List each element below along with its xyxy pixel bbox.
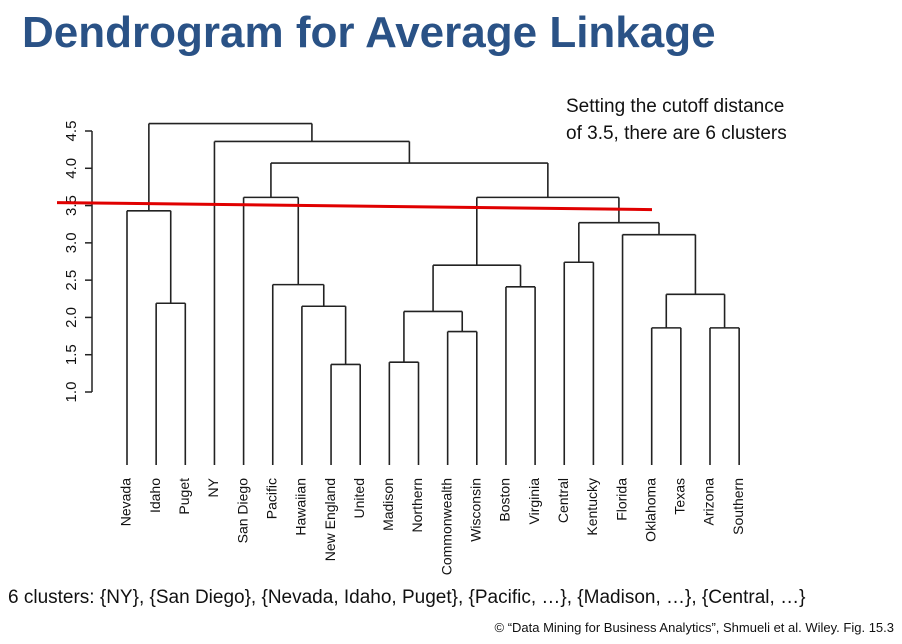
leaf-label: Puget — [176, 478, 192, 515]
leaf-label: Boston — [497, 478, 513, 522]
y-tick-label: 2.0 — [63, 307, 80, 328]
leaf-label: Oklahoma — [642, 478, 658, 542]
leaf-label: Northern — [409, 478, 425, 532]
leaf-label: Madison — [380, 478, 396, 531]
leaf-label: Kentucky — [584, 478, 600, 536]
leaf-label: San Diego — [234, 478, 250, 544]
y-tick-label: 4.0 — [63, 158, 80, 179]
leaf-label: Southern — [730, 478, 746, 535]
leaf-label: Arizona — [701, 478, 717, 526]
source-credit: © “Data Mining for Business Analytics”, … — [494, 620, 895, 635]
leaf-label: Pacific — [263, 478, 279, 519]
leaf-label: NY — [205, 477, 221, 497]
leaf-label: Wisconsin — [468, 478, 484, 542]
y-tick-label: 1.0 — [63, 382, 80, 403]
cutoff-note-line-1: Setting the cutoff distance — [566, 96, 785, 117]
cluster-summary: 6 clusters: {NY}, {San Diego}, {Nevada, … — [8, 587, 806, 608]
cutoff-note-line-2: of 3.5, there are 6 clusters — [566, 123, 787, 144]
leaf-label: New England — [322, 478, 338, 561]
page-title: Dendrogram for Average Linkage — [22, 8, 716, 57]
leaf-label: Nevada — [118, 478, 134, 526]
cutoff-line — [56, 201, 653, 212]
y-tick-label: 2.5 — [63, 270, 80, 291]
leaf-label: Commonwealth — [438, 478, 454, 575]
leaf-label: Central — [555, 478, 571, 523]
leaf-label: Florida — [613, 478, 629, 521]
leaf-label: United — [351, 478, 367, 518]
y-tick-label: 3.0 — [63, 232, 80, 253]
y-tick-label: 3.5 — [63, 195, 80, 216]
y-tick-label: 4.5 — [63, 121, 80, 142]
y-tick-label: 1.5 — [63, 344, 80, 365]
leaf-label: Texas — [672, 478, 688, 515]
leaf-label: Idaho — [147, 478, 163, 513]
cutoff-note: Setting the cutoff distance of 3.5, ther… — [566, 93, 787, 147]
leaf-label: Virginia — [526, 478, 542, 525]
leaf-label: Hawaiian — [293, 478, 309, 536]
